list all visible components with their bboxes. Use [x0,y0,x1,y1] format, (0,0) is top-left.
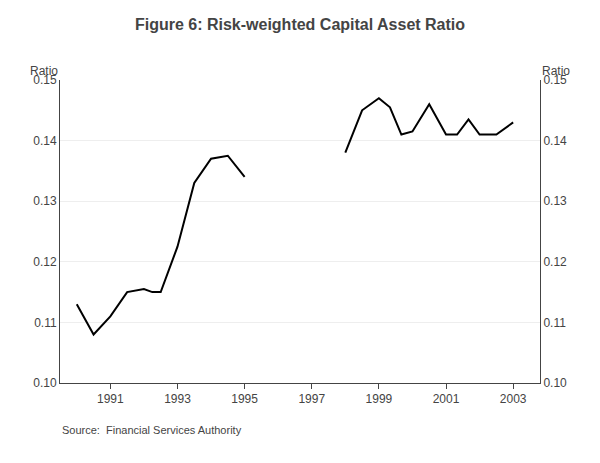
svg-text:Figure 6: Risk-weighted Capita: Figure 6: Risk-weighted Capital Asset Ra… [135,16,465,33]
svg-text:0.13: 0.13 [543,194,567,208]
svg-text:2001: 2001 [433,392,460,406]
svg-text:0.11: 0.11 [34,316,57,330]
svg-text:0.15: 0.15 [543,73,567,87]
svg-text:0.13: 0.13 [33,194,57,208]
svg-text:0.14: 0.14 [33,134,57,148]
svg-text:1999: 1999 [366,392,393,406]
svg-text:1997: 1997 [298,392,325,406]
svg-text:0.12: 0.12 [543,255,567,269]
svg-text:0.11: 0.11 [543,316,566,330]
svg-text:0.14: 0.14 [543,134,567,148]
svg-text:1995: 1995 [231,392,258,406]
svg-text:Ratio: Ratio [30,64,58,78]
svg-text:Ratio: Ratio [542,64,570,78]
svg-text:2003: 2003 [500,392,527,406]
svg-text:0.10: 0.10 [33,376,57,390]
svg-text:0.12: 0.12 [33,255,57,269]
svg-text:1991: 1991 [97,392,124,406]
svg-text:1993: 1993 [164,392,191,406]
svg-text:0.10: 0.10 [543,376,567,390]
svg-text:Source: Financial Services Au: Source: Financial Services Authority [62,424,242,436]
svg-text:0.15: 0.15 [33,73,57,87]
